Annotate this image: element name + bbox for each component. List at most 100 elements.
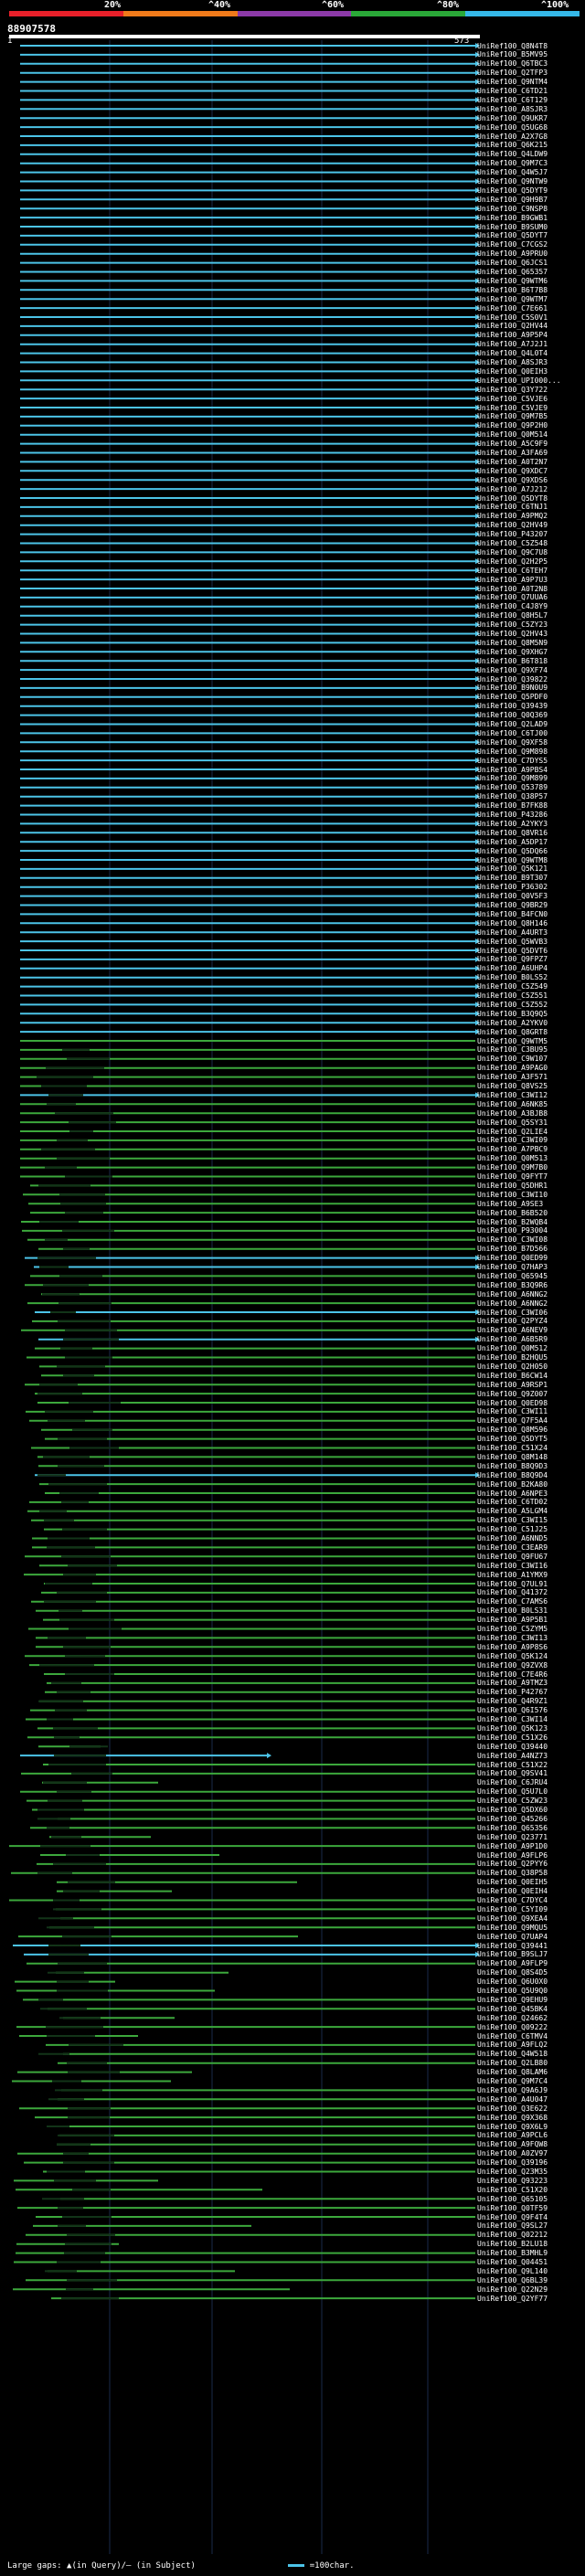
hit-label[interactable]: UniRef100_Q9Z007 (477, 1389, 548, 1398)
hit-label[interactable]: UniRef100_B2WQB4 (477, 1217, 548, 1226)
hit-label[interactable]: UniRef100_C3WI08 (477, 1235, 548, 1245)
hit-label[interactable]: UniRef100_B8Q9D4 (477, 1470, 548, 1479)
hit-label[interactable]: UniRef100_C5Z552 (477, 1000, 548, 1009)
hit-label[interactable]: UniRef100_Q5DYT5 (477, 1435, 548, 1444)
hit-label[interactable]: UniRef100_A6UHP4 (477, 964, 548, 973)
hit-label[interactable]: UniRef100_A9P8S6 (477, 1642, 548, 1651)
hit-label[interactable]: UniRef100_A5C9F9 (477, 440, 548, 449)
hit-label[interactable]: UniRef100_P43207 (477, 530, 548, 539)
hit-label[interactable]: UniRef100_A0ZV97 (477, 2149, 548, 2158)
hit-label[interactable]: UniRef100_Q9FPZ7 (477, 955, 548, 964)
hit-label[interactable]: UniRef100_A5DP17 (477, 837, 548, 846)
hit-label[interactable]: UniRef100_Q5DYT8 (477, 493, 548, 503)
hit-label[interactable]: UniRef100_A2YKY3 (477, 819, 548, 828)
hit-label[interactable]: UniRef100_A9P5B1 (477, 1616, 548, 1625)
hit-label[interactable]: UniRef100_B3Q9Q5 (477, 1009, 548, 1018)
hit-label[interactable]: UniRef100_B5MV95 (477, 50, 548, 59)
hit-label[interactable]: UniRef100_Q9WTM5 (477, 1036, 548, 1045)
hit-label[interactable]: UniRef100_A9RSP1 (477, 1380, 548, 1389)
hit-label[interactable]: UniRef100_A1YMX9 (477, 1570, 548, 1579)
hit-label[interactable]: UniRef100_C5ZYM5 (477, 1625, 548, 1633)
hit-label[interactable]: UniRef100_Q8M596 (477, 1426, 548, 1435)
hit-label[interactable]: UniRef100_Q5UG68 (477, 122, 548, 132)
hit-label[interactable]: UniRef100_C3BU95 (477, 1045, 548, 1055)
hit-label[interactable]: UniRef100_B2KA80 (477, 1479, 548, 1489)
hit-label[interactable]: UniRef100_Q9A6J9 (477, 2085, 548, 2094)
hit-label[interactable]: UniRef100_Q5DVT6 (477, 946, 548, 955)
hit-label[interactable]: UniRef100_A3BJB8 (477, 1108, 548, 1118)
hit-label[interactable]: UniRef100_B6B520 (477, 1208, 548, 1217)
hit-label[interactable]: UniRef100_C5ZY23 (477, 620, 548, 630)
hit-label[interactable]: UniRef100_Q2HV44 (477, 322, 548, 331)
hit-label[interactable]: UniRef100_C7E4R6 (477, 1670, 548, 1679)
hit-label[interactable]: UniRef100_C9W107 (477, 1055, 548, 1064)
hit-label[interactable]: UniRef100_Q5DQ66 (477, 846, 548, 855)
hit-label[interactable]: UniRef100_Q6BL39 (477, 2275, 548, 2284)
hit-label[interactable]: UniRef100_A3F571 (477, 1073, 548, 1082)
hit-label[interactable]: UniRef100_A2YKV0 (477, 1018, 548, 1027)
hit-label[interactable]: UniRef100_Q9SV41 (477, 1769, 548, 1778)
hit-label[interactable]: UniRef100_C3WI06 (477, 1308, 548, 1317)
hit-label[interactable]: UniRef100_Q4LDW9 (477, 150, 548, 159)
hit-label[interactable]: UniRef100_Q9M7C4 (477, 2077, 548, 2085)
hit-label[interactable]: UniRef100_Q2HV43 (477, 630, 548, 638)
hit-label[interactable]: UniRef100_Q39439 (477, 702, 548, 711)
hit-label[interactable]: UniRef100_Q41372 (477, 1588, 548, 1597)
hit-label[interactable]: UniRef100_C51X26 (477, 1733, 548, 1742)
hit-label[interactable]: UniRef100_Q9FU67 (477, 1552, 548, 1561)
hit-label[interactable]: UniRef100_A4URT3 (477, 928, 548, 937)
hit-label[interactable]: UniRef100_Q8VR16 (477, 828, 548, 837)
hit-label[interactable]: UniRef100_P36302 (477, 883, 548, 892)
hit-label[interactable]: UniRef100_Q5K123 (477, 1723, 548, 1733)
hit-label[interactable]: UniRef100_UPI000... (477, 376, 561, 385)
hit-label[interactable]: UniRef100_A7J2J1 (477, 340, 548, 349)
hit-label[interactable]: UniRef100_Q9EHU9 (477, 1995, 548, 2004)
hit-label[interactable]: UniRef100_A9P7U3 (477, 575, 548, 584)
hit-label[interactable]: UniRef100_Q39440 (477, 1742, 548, 1751)
hit-label[interactable]: UniRef100_Q2HV49 (477, 521, 548, 530)
hit-label[interactable]: UniRef100_Q9X368 (477, 2113, 548, 2122)
hit-label[interactable]: UniRef100_Q5K121 (477, 864, 548, 874)
hit-label[interactable]: UniRef100_C7CGS2 (477, 240, 548, 249)
hit-label[interactable]: UniRef100_C5Z551 (477, 991, 548, 1000)
hit-label[interactable]: UniRef100_Q39441 (477, 1941, 548, 1950)
hit-label[interactable]: UniRef100_Q02212 (477, 2231, 548, 2240)
hit-label[interactable]: UniRef100_Q8H5L7 (477, 611, 548, 620)
hit-label[interactable]: UniRef100_Q2LIE4 (477, 1127, 548, 1136)
hit-label[interactable]: UniRef100_Q5U9Q0 (477, 1987, 548, 1995)
hit-label[interactable]: UniRef100_Q9L140 (477, 2266, 548, 2275)
hit-label[interactable]: UniRef100_B0LS31 (477, 1606, 548, 1616)
hit-label[interactable]: UniRef100_A8SJR3 (477, 104, 548, 113)
hit-label[interactable]: UniRef100_Q65105 (477, 2194, 548, 2203)
hit-label[interactable]: UniRef100_Q9BR29 (477, 901, 548, 909)
hit-label[interactable]: UniRef100_C5S0V1 (477, 313, 548, 322)
hit-label[interactable]: UniRef100_C3WI10 (477, 1190, 548, 1199)
hit-label[interactable]: UniRef100_Q4W518 (477, 2050, 548, 2059)
hit-label[interactable]: UniRef100_A9P1D0 (477, 1841, 548, 1850)
hit-label[interactable]: UniRef100_Q9MQU5 (477, 1923, 548, 1932)
hit-label[interactable]: UniRef100_Q2H2P5 (477, 557, 548, 566)
hit-label[interactable]: UniRef100_B7D566 (477, 1245, 548, 1254)
hit-label[interactable]: UniRef100_Q9WTM6 (477, 276, 548, 285)
hit-label[interactable]: UniRef100_A4NZ73 (477, 1751, 548, 1760)
hit-label[interactable]: UniRef100_P42767 (477, 1688, 548, 1697)
hit-label[interactable]: UniRef100_B2HQU5 (477, 1353, 548, 1362)
hit-label[interactable]: UniRef100_A2X7G8 (477, 132, 548, 141)
hit-label[interactable]: UniRef100_A9TMZ3 (477, 1679, 548, 1688)
hit-label[interactable]: UniRef100_Q23771 (477, 1832, 548, 1841)
hit-label[interactable]: UniRef100_C5VJE9 (477, 403, 548, 412)
hit-label[interactable]: UniRef100_A7PBC9 (477, 1145, 548, 1154)
hit-label[interactable]: UniRef100_Q8LAM6 (477, 2068, 548, 2077)
hit-label[interactable]: UniRef100_C5YI09 (477, 1904, 548, 1913)
hit-label[interactable]: UniRef100_Q38P58 (477, 1869, 548, 1878)
hit-label[interactable]: UniRef100_C3WI16 (477, 1561, 548, 1570)
hit-label[interactable]: UniRef100_Q09222 (477, 2022, 548, 2031)
hit-label[interactable]: UniRef100_C3WI12 (477, 1090, 548, 1099)
hit-label[interactable]: UniRef100_C51X22 (477, 1760, 548, 1769)
hit-label[interactable]: UniRef100_Q9M899 (477, 774, 548, 783)
hit-label[interactable]: UniRef100_Q3E622 (477, 2104, 548, 2113)
hit-label[interactable]: UniRef100_Q65356 (477, 1823, 548, 1832)
hit-label[interactable]: UniRef100_Q0EIH3 (477, 366, 548, 376)
hit-label[interactable]: UniRef100_Q4R9Z1 (477, 1697, 548, 1706)
hit-label[interactable]: UniRef100_A9FQW8 (477, 2140, 548, 2149)
